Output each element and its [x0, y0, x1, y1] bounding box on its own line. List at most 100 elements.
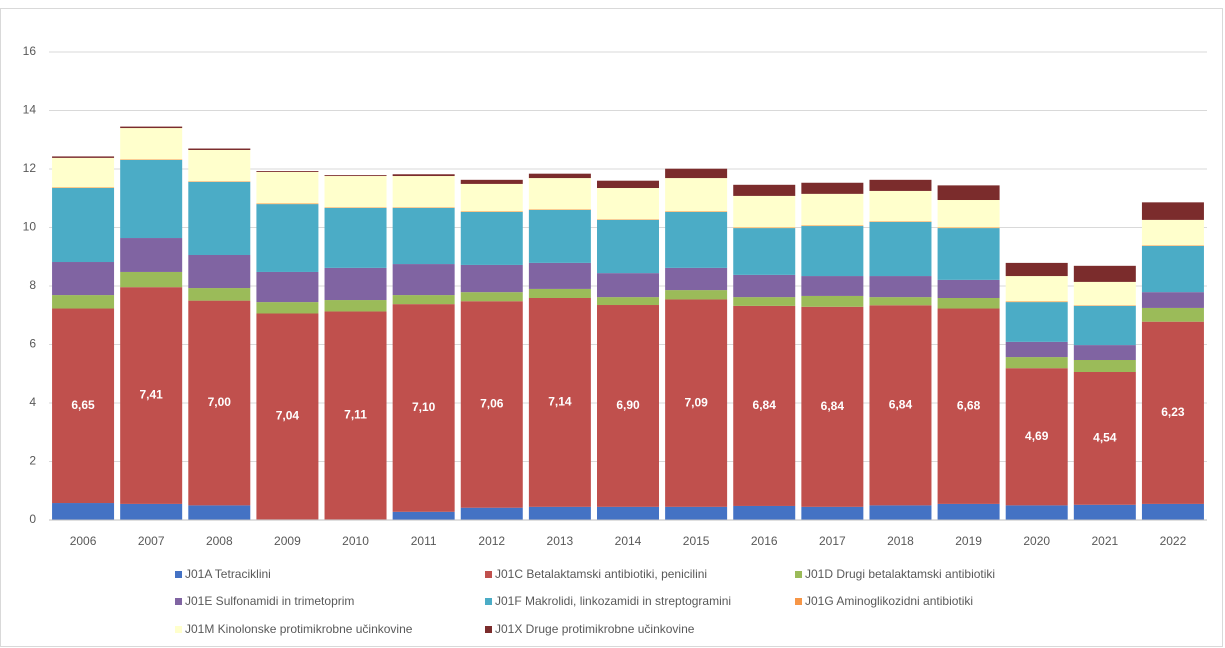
bar-segment: [460, 301, 523, 508]
bar-segment: [937, 185, 1000, 201]
bar-segment: [120, 271, 183, 288]
bar-segment: [52, 503, 115, 520]
legend-swatch: [175, 598, 182, 605]
legend-label: J01C Betalaktamski antibiotiki, penicili…: [495, 567, 707, 581]
bar-segment: [869, 276, 932, 298]
data-label: 7,14: [548, 395, 572, 409]
bar-segment: [1005, 341, 1068, 358]
bar-segment: [120, 128, 183, 160]
data-label: 7,06: [480, 397, 504, 411]
bar-segment: [324, 207, 387, 268]
bar-segment: [120, 238, 183, 272]
data-label: 6,23: [1161, 405, 1185, 419]
bar-segment: [256, 171, 319, 204]
y-tick-label: 0: [29, 512, 36, 526]
bar-segment: [188, 181, 251, 255]
y-tick-label: 6: [29, 337, 36, 351]
bar-segment: [52, 295, 115, 309]
bar-segment: [937, 503, 1000, 520]
bar-segment: [52, 187, 115, 189]
bar-segment: [869, 305, 932, 506]
bar-segment: [869, 179, 932, 191]
x-tick-label: 2009: [274, 534, 301, 548]
x-tick-label: 2017: [819, 534, 846, 548]
x-tick-label: 2015: [683, 534, 710, 548]
bar-segment: [1005, 357, 1068, 369]
bar-segment: [52, 156, 115, 158]
bar-segment: [460, 292, 523, 302]
bar-segment: [937, 279, 1000, 298]
legend-swatch: [795, 598, 802, 605]
legend-label: J01G Aminoglikozidni antibiotiki: [805, 594, 973, 608]
y-tick-label: 12: [23, 161, 37, 175]
bar-segment: [665, 211, 728, 268]
bar-segment: [1141, 292, 1204, 308]
bar-segment: [256, 171, 319, 172]
legend-label: J01X Druge protimikrobne učinkovine: [495, 622, 695, 636]
y-tick-label: 14: [23, 103, 37, 117]
y-tick-label: 16: [23, 44, 37, 58]
x-tick-label: 2012: [478, 534, 505, 548]
bar-segment: [801, 506, 864, 520]
bar-segment: [392, 207, 455, 265]
bar-segment: [665, 290, 728, 300]
bar-segment: [460, 183, 523, 212]
bar-segment: [52, 157, 115, 188]
chart-border: [0, 8, 1223, 647]
bar-segment: [1073, 371, 1136, 505]
bar-segment: [733, 227, 796, 229]
bar-segment: [528, 262, 591, 289]
legend-swatch: [485, 626, 492, 633]
bar-segment: [120, 503, 183, 520]
bar-segment: [733, 184, 796, 196]
bar-segment: [256, 204, 319, 272]
bar-segment: [324, 176, 387, 208]
data-label: 7,00: [208, 395, 232, 409]
bar-segment: [1073, 360, 1136, 372]
bar-segment: [1141, 245, 1204, 246]
bar-segment: [324, 311, 387, 520]
bar-segment: [188, 149, 251, 182]
bar-segment: [256, 313, 319, 520]
bar-segment: [1141, 202, 1204, 220]
x-tick-label: 2010: [342, 534, 369, 548]
x-tick-label: 2019: [955, 534, 982, 548]
data-label: 7,04: [276, 409, 300, 423]
bar-segment: [52, 308, 115, 504]
bar-segment: [1073, 305, 1136, 306]
data-label: 6,84: [889, 398, 913, 412]
bar-segment: [665, 267, 728, 291]
bar-segment: [665, 299, 728, 507]
bar-segment: [392, 176, 455, 208]
legend-label: J01E Sulfonamidi in trimetoprim: [185, 594, 354, 608]
bar-segment: [869, 190, 932, 222]
data-label: 4,69: [1025, 429, 1049, 443]
bar-segment: [1141, 321, 1204, 504]
bar-segment: [52, 188, 115, 263]
bar-segment: [1141, 219, 1204, 246]
bar-segment: [597, 273, 659, 298]
x-tick-label: 2020: [1023, 534, 1050, 548]
bar-segment: [1005, 301, 1068, 303]
bar-segment: [256, 271, 319, 303]
bar-segment: [733, 505, 796, 520]
bar-segment: [1073, 281, 1136, 306]
bar-segment: [733, 195, 796, 228]
x-tick-label: 2013: [547, 534, 574, 548]
data-label: 6,84: [753, 398, 777, 412]
legend-swatch: [175, 626, 182, 633]
bar-segment: [597, 188, 659, 220]
bar-segment: [597, 219, 659, 220]
bar-segment: [801, 306, 864, 507]
x-tick-label: 2021: [1091, 534, 1118, 548]
bar-segment: [937, 200, 1000, 228]
data-label: 6,84: [821, 399, 845, 413]
bar-segment: [597, 219, 659, 274]
bar-segment: [1073, 504, 1136, 520]
bar-segment: [937, 297, 1000, 309]
bar-segment: [1073, 345, 1136, 361]
legend-label: J01F Makrolidi, linkozamidi in streptogr…: [495, 594, 731, 608]
bar-segment: [869, 221, 932, 277]
x-tick-label: 2006: [70, 534, 97, 548]
